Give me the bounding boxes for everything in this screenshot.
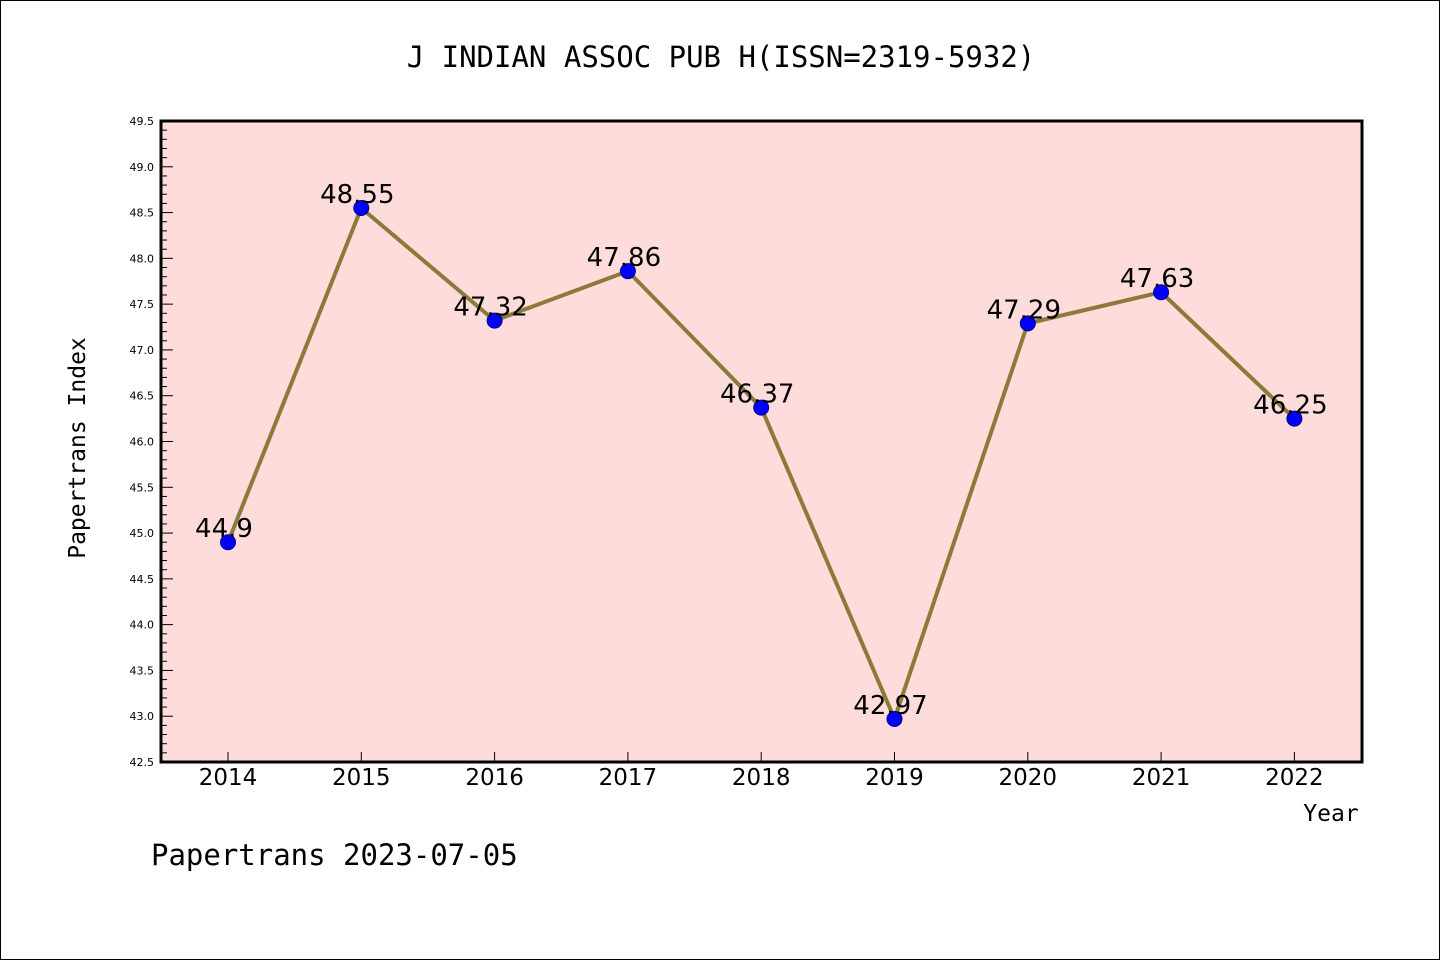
y-tick-label: 49.0 xyxy=(130,161,155,174)
x-tick-label: 2016 xyxy=(465,765,524,791)
data-label: 47.32 xyxy=(453,293,527,323)
y-tick-label: 42.5 xyxy=(130,756,155,769)
x-axis-label: Year xyxy=(1303,801,1358,827)
chart-title: J INDIAN ASSOC PUB H(ISSN=2319-5932) xyxy=(407,40,1036,74)
data-label: 48.55 xyxy=(320,180,394,210)
data-point-marker xyxy=(1019,315,1036,332)
y-tick-label: 44.0 xyxy=(130,619,155,632)
x-tick-label: 2014 xyxy=(199,765,258,791)
y-tick-label: 45.5 xyxy=(130,481,155,494)
y-tick-label: 47.5 xyxy=(130,298,155,311)
data-label: 47.86 xyxy=(587,243,661,273)
data-label: 42.97 xyxy=(853,691,927,721)
y-tick-label: 49.5 xyxy=(130,115,155,128)
data-label: 44.9 xyxy=(195,514,253,544)
y-tick-label: 48.0 xyxy=(130,252,155,265)
data-label: 47.29 xyxy=(987,295,1061,325)
y-tick-label: 45.0 xyxy=(130,527,155,540)
data-point-marker xyxy=(753,399,770,416)
data-label: 47.63 xyxy=(1120,264,1194,294)
data-point-markers xyxy=(220,199,1303,727)
plot-area xyxy=(159,119,1364,764)
footer-credit: Papertrans 2023-07-05 xyxy=(151,838,518,872)
y-tick-label: 46.5 xyxy=(130,390,155,403)
y-axis-ticks: 42.5 43.0 43.5 44.0 44.5 45.0 45.5 46.0 46.5 47.0… xyxy=(130,115,173,769)
data-point-marker xyxy=(220,534,236,551)
y-tick-label: 43.5 xyxy=(130,664,155,677)
x-tick-label: 2017 xyxy=(599,765,658,791)
y-tick-label: 44.5 xyxy=(130,573,155,586)
x-tick-label: 2018 xyxy=(732,765,791,791)
y-axis-label: Papertrans Index xyxy=(65,337,91,559)
x-tick-label: 2020 xyxy=(999,765,1058,791)
data-point-marker xyxy=(353,199,370,216)
x-tick-label: 2022 xyxy=(1265,765,1324,791)
x-tick-label: 2019 xyxy=(865,765,924,791)
data-point-marker xyxy=(886,710,903,727)
data-point-marker xyxy=(486,312,503,329)
data-point-marker xyxy=(619,263,636,280)
data-point-marker xyxy=(1286,410,1303,427)
y-tick-label: 47.0 xyxy=(130,344,155,357)
data-label: 46.37 xyxy=(720,380,794,410)
x-axis-ticks: 2014 2015 2016 2017 2018 2019 2020 2021 2022 xyxy=(199,752,1324,791)
y-tick-label: 43.0 xyxy=(130,710,155,723)
y-tick-label: 46.0 xyxy=(130,436,155,449)
x-tick-label: 2015 xyxy=(332,765,391,791)
x-tick-label: 2021 xyxy=(1132,765,1191,791)
y-tick-label: 48.5 xyxy=(130,207,155,220)
data-point-marker xyxy=(1153,284,1170,301)
data-labels: 44.9 48.55 47.32 47.86 46.37 42.97 47.29 47.63 4… xyxy=(195,180,1328,721)
data-label: 46.25 xyxy=(1253,391,1327,421)
